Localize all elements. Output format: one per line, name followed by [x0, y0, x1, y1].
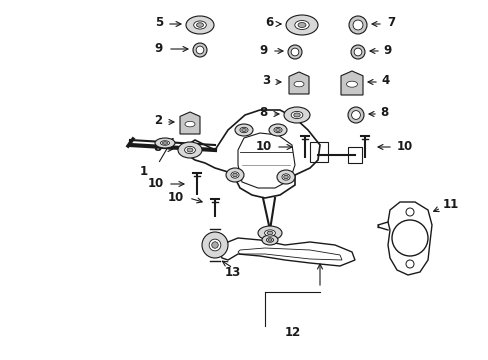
Text: 8: 8	[379, 107, 387, 120]
Circle shape	[353, 48, 361, 56]
Text: 10: 10	[255, 140, 271, 153]
Ellipse shape	[241, 129, 246, 131]
Text: 7: 7	[386, 17, 394, 30]
Text: 10: 10	[167, 192, 183, 204]
Ellipse shape	[293, 113, 300, 117]
Ellipse shape	[230, 172, 239, 178]
Ellipse shape	[293, 81, 304, 87]
Text: 1: 1	[140, 166, 148, 179]
Ellipse shape	[184, 121, 195, 127]
Text: 9: 9	[154, 41, 163, 54]
Ellipse shape	[285, 15, 317, 35]
Text: 8: 8	[259, 107, 267, 120]
Polygon shape	[180, 112, 200, 134]
Ellipse shape	[267, 239, 271, 241]
Circle shape	[290, 48, 298, 56]
Ellipse shape	[209, 239, 221, 251]
Ellipse shape	[284, 107, 309, 123]
Ellipse shape	[290, 111, 302, 118]
Circle shape	[351, 111, 360, 120]
Ellipse shape	[297, 22, 305, 27]
Text: 2: 2	[154, 114, 162, 127]
Text: 9: 9	[259, 44, 267, 57]
Text: 9: 9	[382, 44, 390, 57]
Ellipse shape	[235, 124, 252, 136]
Ellipse shape	[282, 174, 289, 180]
Text: 12: 12	[285, 327, 301, 339]
Text: 5: 5	[154, 17, 163, 30]
Ellipse shape	[185, 16, 214, 34]
Ellipse shape	[160, 141, 169, 145]
Ellipse shape	[264, 230, 275, 236]
Ellipse shape	[294, 21, 308, 30]
Circle shape	[352, 20, 362, 30]
Ellipse shape	[186, 148, 193, 152]
Ellipse shape	[162, 142, 167, 144]
Ellipse shape	[232, 173, 237, 177]
Circle shape	[287, 45, 302, 59]
Ellipse shape	[225, 168, 244, 182]
Text: 8: 8	[153, 141, 162, 154]
Ellipse shape	[193, 21, 206, 29]
Ellipse shape	[240, 127, 247, 133]
Circle shape	[348, 16, 366, 34]
Ellipse shape	[196, 23, 203, 27]
Polygon shape	[340, 71, 362, 95]
Ellipse shape	[346, 81, 357, 87]
Text: 11: 11	[442, 198, 458, 211]
Circle shape	[347, 107, 363, 123]
Ellipse shape	[211, 242, 218, 248]
Ellipse shape	[258, 226, 282, 240]
Text: 3: 3	[262, 75, 269, 87]
Text: 4: 4	[380, 75, 388, 87]
Ellipse shape	[266, 238, 273, 242]
Text: 6: 6	[264, 17, 272, 30]
Text: 13: 13	[224, 266, 241, 279]
Ellipse shape	[275, 129, 280, 131]
Ellipse shape	[262, 235, 278, 245]
Ellipse shape	[178, 142, 202, 158]
Circle shape	[196, 46, 203, 54]
Text: 10: 10	[396, 140, 412, 153]
Ellipse shape	[276, 170, 294, 184]
Ellipse shape	[202, 232, 227, 258]
Circle shape	[193, 43, 206, 57]
Ellipse shape	[184, 147, 195, 154]
Ellipse shape	[273, 127, 282, 133]
Ellipse shape	[266, 231, 272, 235]
Ellipse shape	[268, 124, 286, 136]
Ellipse shape	[155, 138, 175, 148]
Ellipse shape	[283, 175, 287, 179]
Text: 10: 10	[147, 177, 163, 190]
Polygon shape	[288, 72, 308, 94]
Circle shape	[350, 45, 364, 59]
